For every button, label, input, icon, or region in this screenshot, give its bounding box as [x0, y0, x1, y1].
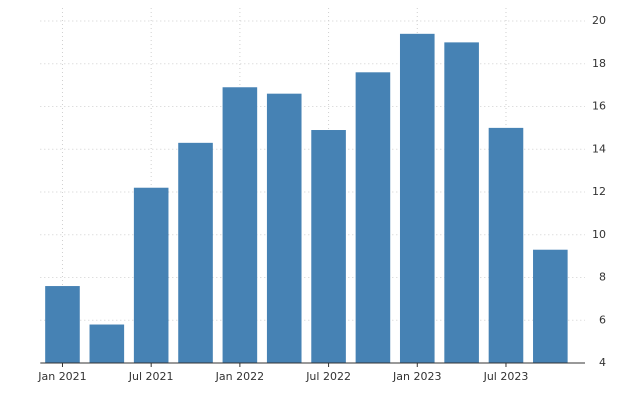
y-tick-label: 14: [592, 142, 606, 155]
x-tick-label: Jul 2021: [128, 370, 174, 383]
bar: [45, 286, 80, 363]
bar: [533, 249, 568, 363]
y-tick-label: 12: [592, 185, 606, 198]
x-tick-label: Jan 2021: [37, 370, 86, 383]
x-tick-label: Jul 2023: [483, 370, 529, 383]
bar: [488, 127, 524, 363]
bar: [178, 142, 213, 363]
x-tick-label: Jul 2022: [305, 370, 351, 383]
bar: [355, 72, 391, 364]
y-tick-label: 20: [592, 14, 606, 27]
bar: [89, 324, 125, 363]
y-tick-label: 10: [592, 228, 606, 241]
bar: [266, 93, 302, 364]
y-tick-label: 4: [599, 356, 606, 369]
bar: [311, 130, 346, 363]
x-tick-label: Jan 2022: [215, 370, 264, 383]
bar: [133, 187, 169, 363]
bar: [399, 33, 435, 363]
y-tick-label: 8: [599, 271, 606, 284]
y-tick-label: 18: [592, 57, 606, 70]
bar: [444, 42, 479, 363]
y-tick-label: 16: [592, 100, 606, 113]
bar: [222, 87, 258, 363]
y-tick-label: 6: [599, 313, 606, 326]
x-tick-label: Jan 2023: [392, 370, 441, 383]
